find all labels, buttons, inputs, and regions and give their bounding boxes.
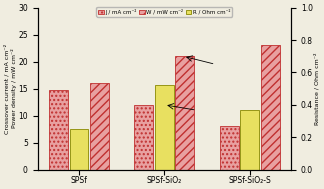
Y-axis label: Resistance / Ohm cm⁻²: Resistance / Ohm cm⁻²: [314, 52, 320, 125]
Bar: [49, 90, 68, 170]
Bar: [90, 83, 109, 170]
Bar: [70, 129, 88, 170]
Legend: J / mA cm⁻², W / mW cm⁻², R / Ohm cm⁻²: J / mA cm⁻², W / mW cm⁻², R / Ohm cm⁻²: [97, 7, 232, 17]
Bar: [134, 105, 153, 170]
Bar: [155, 85, 174, 170]
Bar: [175, 56, 194, 170]
Bar: [261, 45, 280, 170]
Bar: [240, 110, 259, 170]
Bar: [220, 126, 238, 170]
Y-axis label: Crossover current / mA cm⁻²
Power density / mW cm⁻²: Crossover current / mA cm⁻² Power densit…: [4, 43, 17, 134]
